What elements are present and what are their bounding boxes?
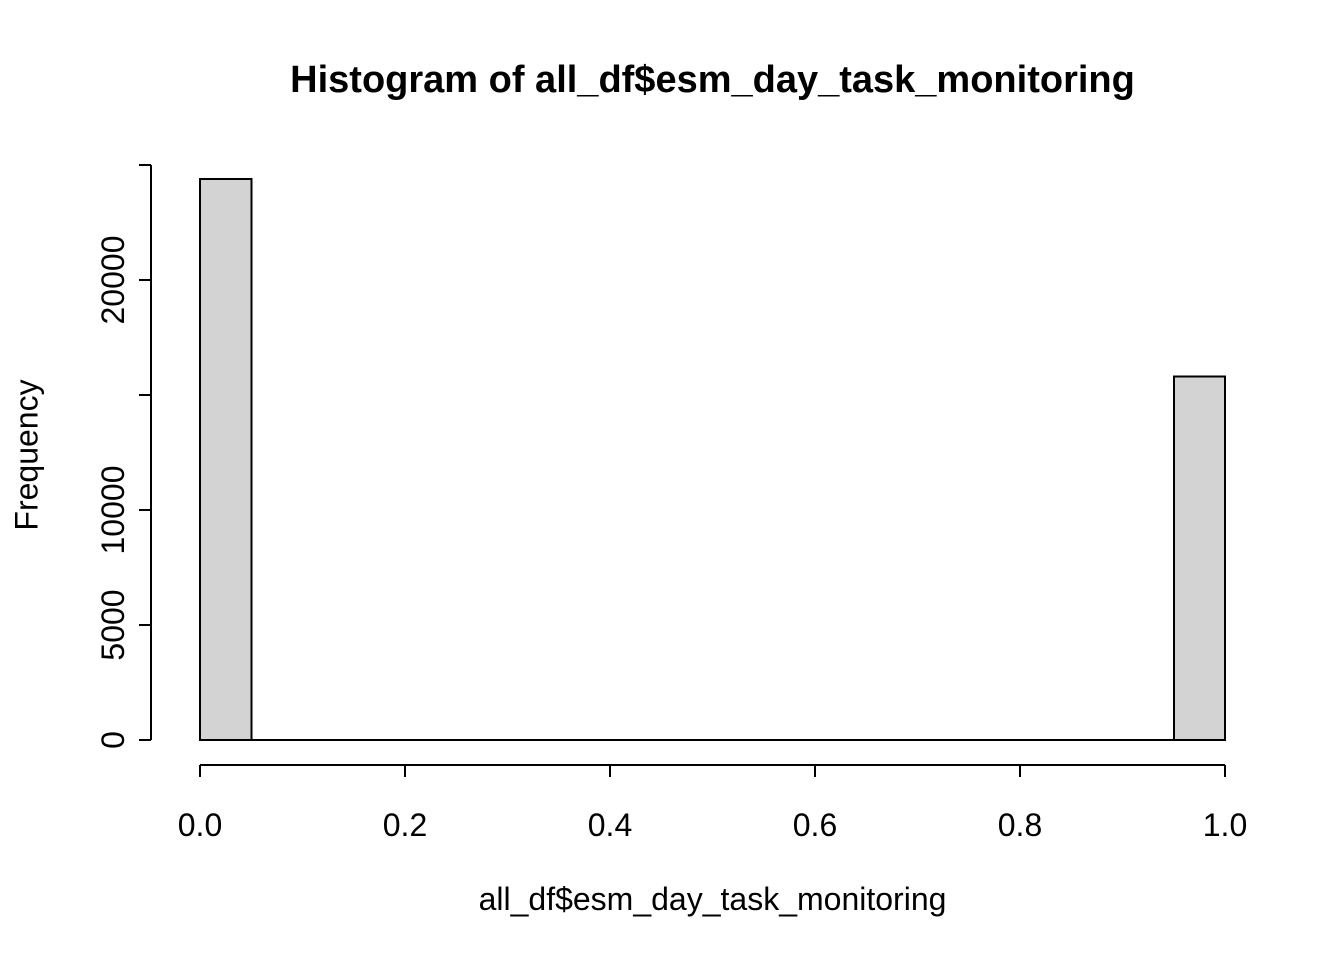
x-tick-label: 1.0 — [1203, 807, 1247, 843]
y-tick-label: 20000 — [95, 236, 131, 325]
y-tick-label: 10000 — [95, 466, 131, 555]
x-axis-label: all_df$esm_day_task_monitoring — [478, 881, 947, 917]
y-tick-label: 5000 — [95, 589, 131, 660]
histogram-bar — [199, 177, 253, 742]
x-tick-label: 0.8 — [998, 807, 1042, 843]
y-tick-label: 0 — [95, 731, 131, 749]
x-tick-label: 0.6 — [793, 807, 837, 843]
x-tick-label: 0.0 — [178, 807, 222, 843]
chart-title: Histogram of all_df$esm_day_task_monitor… — [290, 59, 1135, 101]
histogram-bar — [1172, 375, 1226, 741]
x-tick-label: 0.4 — [588, 807, 632, 843]
x-tick-label: 0.2 — [383, 807, 427, 843]
